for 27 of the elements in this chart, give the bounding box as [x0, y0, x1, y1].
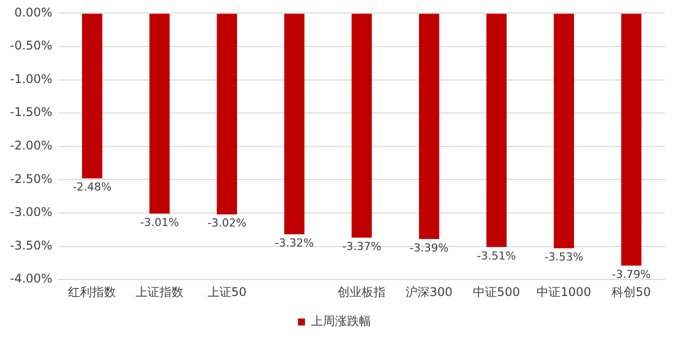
- x-tick-label: 科创50: [612, 284, 651, 299]
- y-tick-label: 0.00%: [14, 5, 52, 20]
- data-label: -3.79%: [612, 268, 651, 281]
- x-tick-label: 创业板指: [338, 284, 386, 299]
- data-label: -3.53%: [544, 250, 584, 264]
- x-tick-label: 红利指数: [68, 284, 116, 299]
- y-tick-label: -3.00%: [10, 205, 52, 220]
- data-label: -3.01%: [140, 216, 180, 230]
- data-label: -3.02%: [207, 216, 246, 230]
- data-label: -3.37%: [342, 240, 382, 253]
- legend-label: 上周涨跌幅: [311, 314, 371, 328]
- y-tick-label: -4.00%: [10, 272, 52, 286]
- x-tick-label: 上证50: [207, 284, 247, 299]
- y-tick-label: -2.00%: [10, 138, 52, 153]
- data-label: -3.51%: [477, 249, 516, 262]
- y-tick-label: -1.50%: [10, 105, 52, 120]
- x-tick-label: 中证500: [473, 284, 520, 299]
- x-tick-label: 沪深300: [406, 284, 453, 299]
- x-tick-label: 中证1000: [536, 284, 592, 299]
- y-tick-label: -0.50%: [10, 38, 52, 53]
- data-label: -3.39%: [410, 241, 449, 254]
- y-tick-label: -2.50%: [10, 172, 52, 186]
- data-label: -2.48%: [72, 180, 112, 194]
- y-tick-label: -1.00%: [10, 72, 52, 86]
- x-tick-label: 上证指数: [136, 284, 184, 299]
- data-label: -3.32%: [274, 236, 314, 250]
- y-tick-label: -3.50%: [10, 238, 52, 252]
